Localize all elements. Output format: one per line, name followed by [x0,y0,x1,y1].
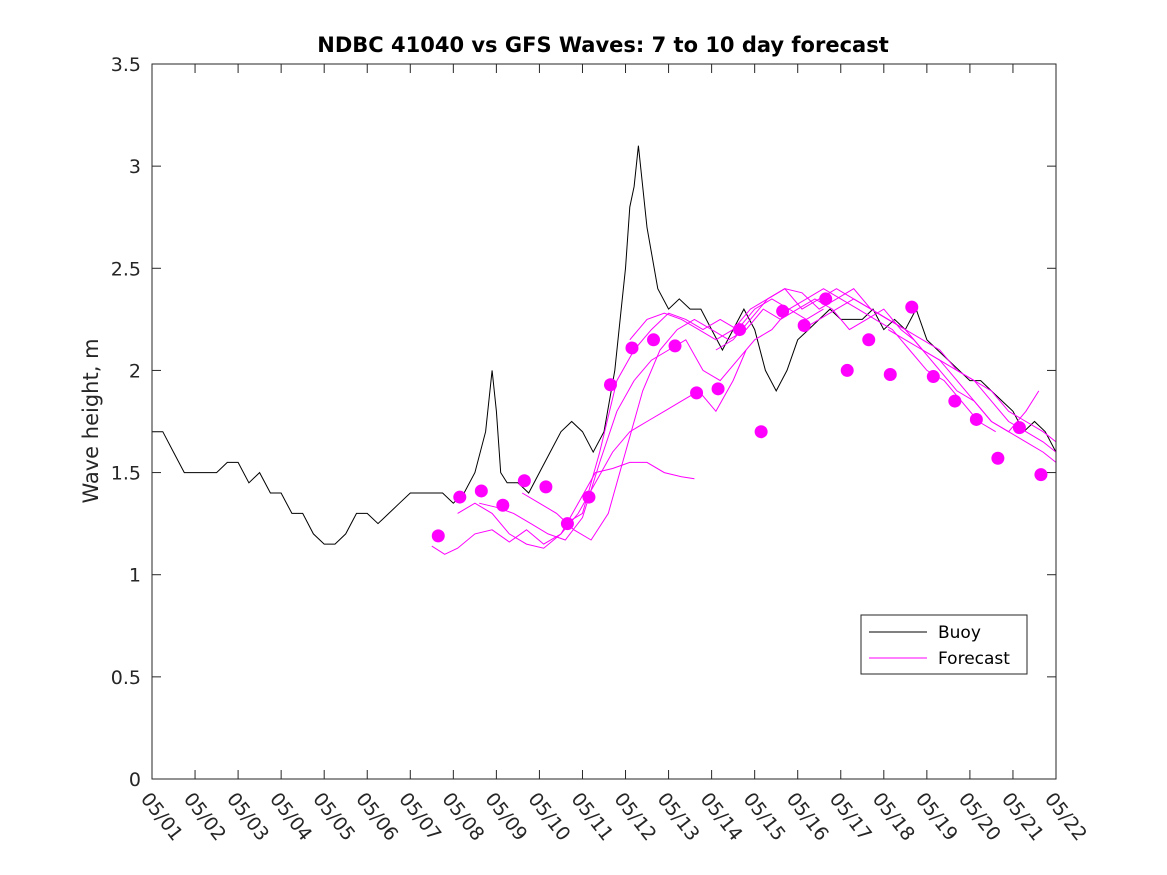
forecast-marker [582,490,596,504]
legend-box [860,614,1028,675]
forecast-marker [905,300,919,314]
forecast-marker [690,386,704,400]
forecast-line [521,298,915,541]
forecast-marker [431,529,445,543]
forecast-marker [754,425,768,439]
buoy-line [152,145,1057,545]
y-tick-label: 0 [129,769,141,791]
y-tick-label: 1.5 [111,463,141,485]
forecast-marker [733,323,747,337]
forecast-marker [603,378,617,392]
forecast-marker [819,292,833,306]
forecast-line [479,308,824,541]
forecast-marker [926,370,940,384]
y-tick-label: 3 [129,156,141,178]
plot-area-frame [151,63,1057,780]
forecast-marker [1034,468,1048,482]
forecast-marker [647,333,661,347]
forecast-marker [625,341,639,355]
forecast-line [801,298,1057,443]
legend-forecast-label: Forecast [938,649,1010,669]
forecast-marker [1012,421,1026,435]
forecast-marker [840,363,854,377]
forecast-marker [969,412,983,426]
y-tick-label: 3.5 [111,54,141,76]
forecast-marker [711,382,725,396]
y-tick-label: 0.5 [111,667,141,689]
forecast-marker [991,451,1005,465]
forecast-marker [517,474,531,488]
forecast-marker [539,480,553,494]
y-tick-label: 1 [129,565,141,587]
forecast-marker [948,394,962,408]
forecast-marker [453,490,467,504]
legend: Buoy Forecast [860,614,1028,675]
y-tick-labels: 0 0.5 1 1.5 2 2.5 3 3.5 [111,54,1056,791]
forecast-marker [883,368,897,382]
forecast-marker [797,318,811,332]
forecast-marker [776,304,790,318]
forecast-marker [474,484,488,498]
chart-title: NDBC 41040 vs GFS Waves: 7 to 10 day for… [317,33,888,57]
forecast-marker [560,517,574,531]
forecast-line [887,329,1057,453]
forecast-marker [668,339,682,353]
forecast-marker [862,333,876,347]
forecast-marker [496,498,510,512]
plot-series [152,145,1057,555]
y-tick-label: 2.5 [111,258,141,280]
y-tick-label: 2 [129,360,141,382]
legend-buoy-label: Buoy [938,623,981,643]
y-axis-label: Wave height, m [79,338,103,503]
